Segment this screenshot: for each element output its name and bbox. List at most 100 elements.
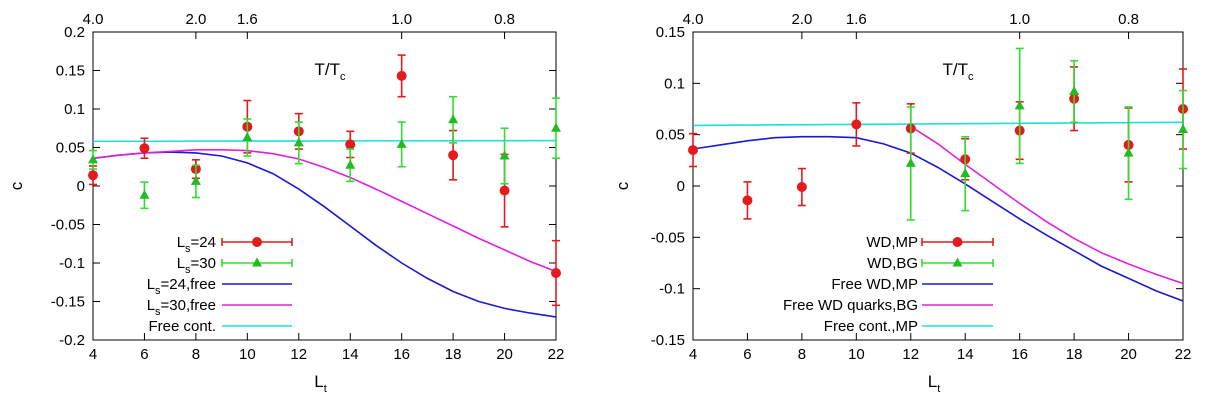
legend-marker-triangle bbox=[952, 257, 963, 267]
y-tick-label: 0.2 bbox=[64, 24, 85, 41]
y-tick-label: 0.1 bbox=[664, 75, 685, 92]
point-marker-circle bbox=[396, 70, 407, 81]
data-point bbox=[742, 181, 753, 220]
legend-label-main: L bbox=[147, 297, 155, 314]
x-tick-label: 10 bbox=[848, 346, 865, 363]
point-marker-triangle bbox=[345, 159, 356, 169]
legend-label: Free WD,MP bbox=[831, 276, 918, 293]
series-line-4 bbox=[910, 125, 1183, 285]
y-tick-label: 0 bbox=[77, 178, 85, 195]
data-point bbox=[499, 127, 510, 185]
data-point bbox=[796, 167, 807, 207]
top-axis-label-sub: c bbox=[968, 71, 974, 83]
x-axis-label: Lt bbox=[314, 372, 327, 395]
y-tick-label: -0.15 bbox=[51, 294, 85, 311]
legend-label-main: WD,MP bbox=[866, 234, 918, 251]
chart-panel-1: 4 6 8 10 12 14 16 18 20 22 -0.2 -0.15 -0.1 -0.05 0 0.05… bbox=[7, 11, 564, 395]
top-axis-label-main: T/T bbox=[315, 60, 341, 79]
x-tick-label: 20 bbox=[496, 346, 513, 363]
x-tick-label: 14 bbox=[342, 346, 359, 363]
point-marker-triangle bbox=[396, 138, 407, 148]
x-tick-label: 4 bbox=[89, 346, 97, 363]
y-tick-label: -0.15 bbox=[651, 332, 685, 349]
point-marker-circle bbox=[851, 119, 862, 130]
data-point bbox=[396, 54, 407, 98]
top-axis-label: T/Tc bbox=[315, 60, 347, 83]
chart-panel-2: 4 6 8 10 12 14 16 18 20 22 -0.15 -0.1 -0.05 0 0.05 0.1 0… bbox=[613, 11, 1191, 395]
data-point bbox=[448, 95, 459, 144]
legend-label-main: L bbox=[177, 234, 185, 251]
legend-label-main: Free cont.,MP bbox=[824, 318, 918, 335]
point-marker-circle bbox=[551, 268, 561, 279]
top-tick-label: 2.0 bbox=[791, 11, 812, 28]
series-line-5 bbox=[93, 139, 556, 143]
legend-label: Free WD quarks,BG bbox=[783, 297, 918, 314]
point-marker-triangle bbox=[1178, 124, 1188, 134]
top-tick-label: 0.8 bbox=[494, 11, 515, 28]
y-tick-label: 0.15 bbox=[656, 24, 685, 41]
data-point bbox=[851, 102, 862, 147]
point-marker-triangle bbox=[960, 168, 971, 178]
data-point bbox=[688, 132, 698, 168]
point-marker-circle bbox=[139, 143, 150, 154]
x-tick-label: 6 bbox=[140, 346, 148, 363]
legend-label-suffix: =24 bbox=[191, 234, 216, 251]
series-line-4 bbox=[93, 149, 556, 273]
point-marker-triangle bbox=[242, 131, 253, 141]
legend-label: Ls=30,free bbox=[147, 297, 216, 318]
legend-label: WD,BG bbox=[867, 255, 918, 272]
point-marker-triangle bbox=[448, 114, 459, 124]
legend-label: Ls=30 bbox=[177, 255, 216, 276]
point-marker-triangle bbox=[1069, 86, 1080, 96]
y-tick-label: -0.1 bbox=[659, 281, 685, 298]
x-tick-label: 16 bbox=[1011, 346, 1028, 363]
series-line-3 bbox=[693, 135, 1183, 302]
y-tick-label: 0.05 bbox=[56, 140, 85, 157]
legend-label-sub: s bbox=[155, 285, 161, 297]
point-marker-triangle bbox=[1014, 100, 1025, 110]
y-axis-label: c bbox=[613, 181, 632, 190]
x-axis-label-main: L bbox=[314, 372, 323, 391]
legend-label: Ls=24 bbox=[177, 234, 216, 255]
data-point bbox=[88, 149, 98, 170]
x-tick-label: 12 bbox=[290, 346, 307, 363]
legend-label-main: L bbox=[177, 255, 185, 272]
x-axis-label: Lt bbox=[928, 372, 941, 395]
y-tick-label: -0.2 bbox=[59, 332, 85, 349]
top-tick-label: 1.6 bbox=[846, 11, 867, 28]
legend-label-suffix: =30,free bbox=[161, 297, 216, 314]
data-point bbox=[551, 239, 561, 307]
x-tick-label: 14 bbox=[957, 346, 974, 363]
data-point bbox=[139, 137, 150, 160]
legend-label-main: Free WD quarks,BG bbox=[783, 297, 918, 314]
series-line-5 bbox=[693, 121, 1183, 127]
data-point bbox=[396, 121, 407, 168]
x-tick-label: 8 bbox=[798, 346, 806, 363]
point-marker-triangle bbox=[499, 150, 510, 160]
top-tick-label: 4.0 bbox=[83, 11, 104, 28]
point-marker-circle bbox=[796, 182, 807, 193]
point-marker-triangle bbox=[88, 154, 98, 164]
legend-marker-triangle bbox=[252, 257, 262, 267]
legend-label: Free cont. bbox=[148, 318, 216, 335]
y-tick-label: 0.15 bbox=[56, 63, 85, 80]
data-point bbox=[293, 121, 304, 165]
y-tick-label: -0.05 bbox=[651, 229, 685, 246]
legend-label-suffix: =30 bbox=[191, 255, 216, 272]
point-marker-triangle bbox=[293, 137, 304, 147]
x-tick-label: 18 bbox=[1066, 346, 1083, 363]
x-axis-label-sub: t bbox=[937, 383, 940, 395]
point-marker-triangle bbox=[190, 175, 201, 185]
legend-marker-circle bbox=[952, 237, 963, 247]
y-axis-label: c bbox=[7, 181, 26, 190]
top-axis-label-sub: c bbox=[340, 71, 346, 83]
point-marker-circle bbox=[88, 170, 98, 181]
data-point bbox=[1123, 106, 1134, 201]
data-point bbox=[960, 135, 971, 212]
point-marker-circle bbox=[742, 195, 753, 206]
top-tick-label: 0.8 bbox=[1118, 11, 1139, 28]
y-tick-label: 0 bbox=[677, 178, 685, 195]
point-marker-triangle bbox=[551, 122, 561, 132]
legend-label-sub: s bbox=[185, 243, 191, 255]
data-point bbox=[1069, 59, 1080, 124]
